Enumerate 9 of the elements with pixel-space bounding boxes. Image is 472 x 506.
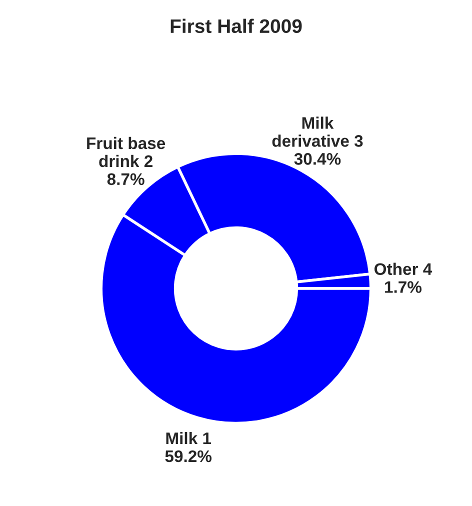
data-label: 59.2% (165, 450, 212, 462)
data-label: 30.4% (294, 153, 341, 165)
slice-label: Other 4 (374, 262, 432, 275)
slice-label: Milk derivative 3 (272, 116, 363, 147)
data-label: 8.7% (107, 173, 144, 186)
data-label: 1.7% (385, 281, 422, 293)
slice-label: Fruit base drink 2 (87, 136, 166, 168)
chart-title: First Half 2009 (170, 18, 302, 34)
slice-label: Milk 1 (166, 432, 212, 444)
